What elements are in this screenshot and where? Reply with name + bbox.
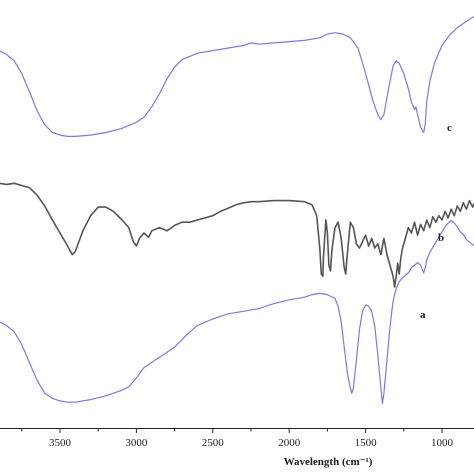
series-line-a: [0, 219, 474, 404]
x-axis-ticks: 3500 3000 2500 2000 1500 1000: [21, 428, 454, 449]
spectra-series: [0, 16, 474, 404]
x-tick-label-2500: 2500: [202, 437, 225, 449]
x-tick-label-3500: 3500: [49, 437, 72, 449]
series-label-a: a: [420, 309, 426, 321]
x-tick-label-2000: 2000: [278, 437, 301, 449]
series-label-b: b: [438, 232, 444, 244]
series-labels: c b a: [420, 122, 452, 321]
x-tick-label-1500: 1500: [355, 437, 378, 449]
x-tick-label-1000: 1000: [431, 437, 454, 449]
series-label-c: c: [447, 122, 452, 134]
x-tick-label-3000: 3000: [125, 437, 148, 449]
x-axis-title: Wavelength (cm⁻¹): [284, 456, 373, 468]
series-line-b: [0, 182, 474, 288]
series-line-c: [0, 16, 474, 137]
